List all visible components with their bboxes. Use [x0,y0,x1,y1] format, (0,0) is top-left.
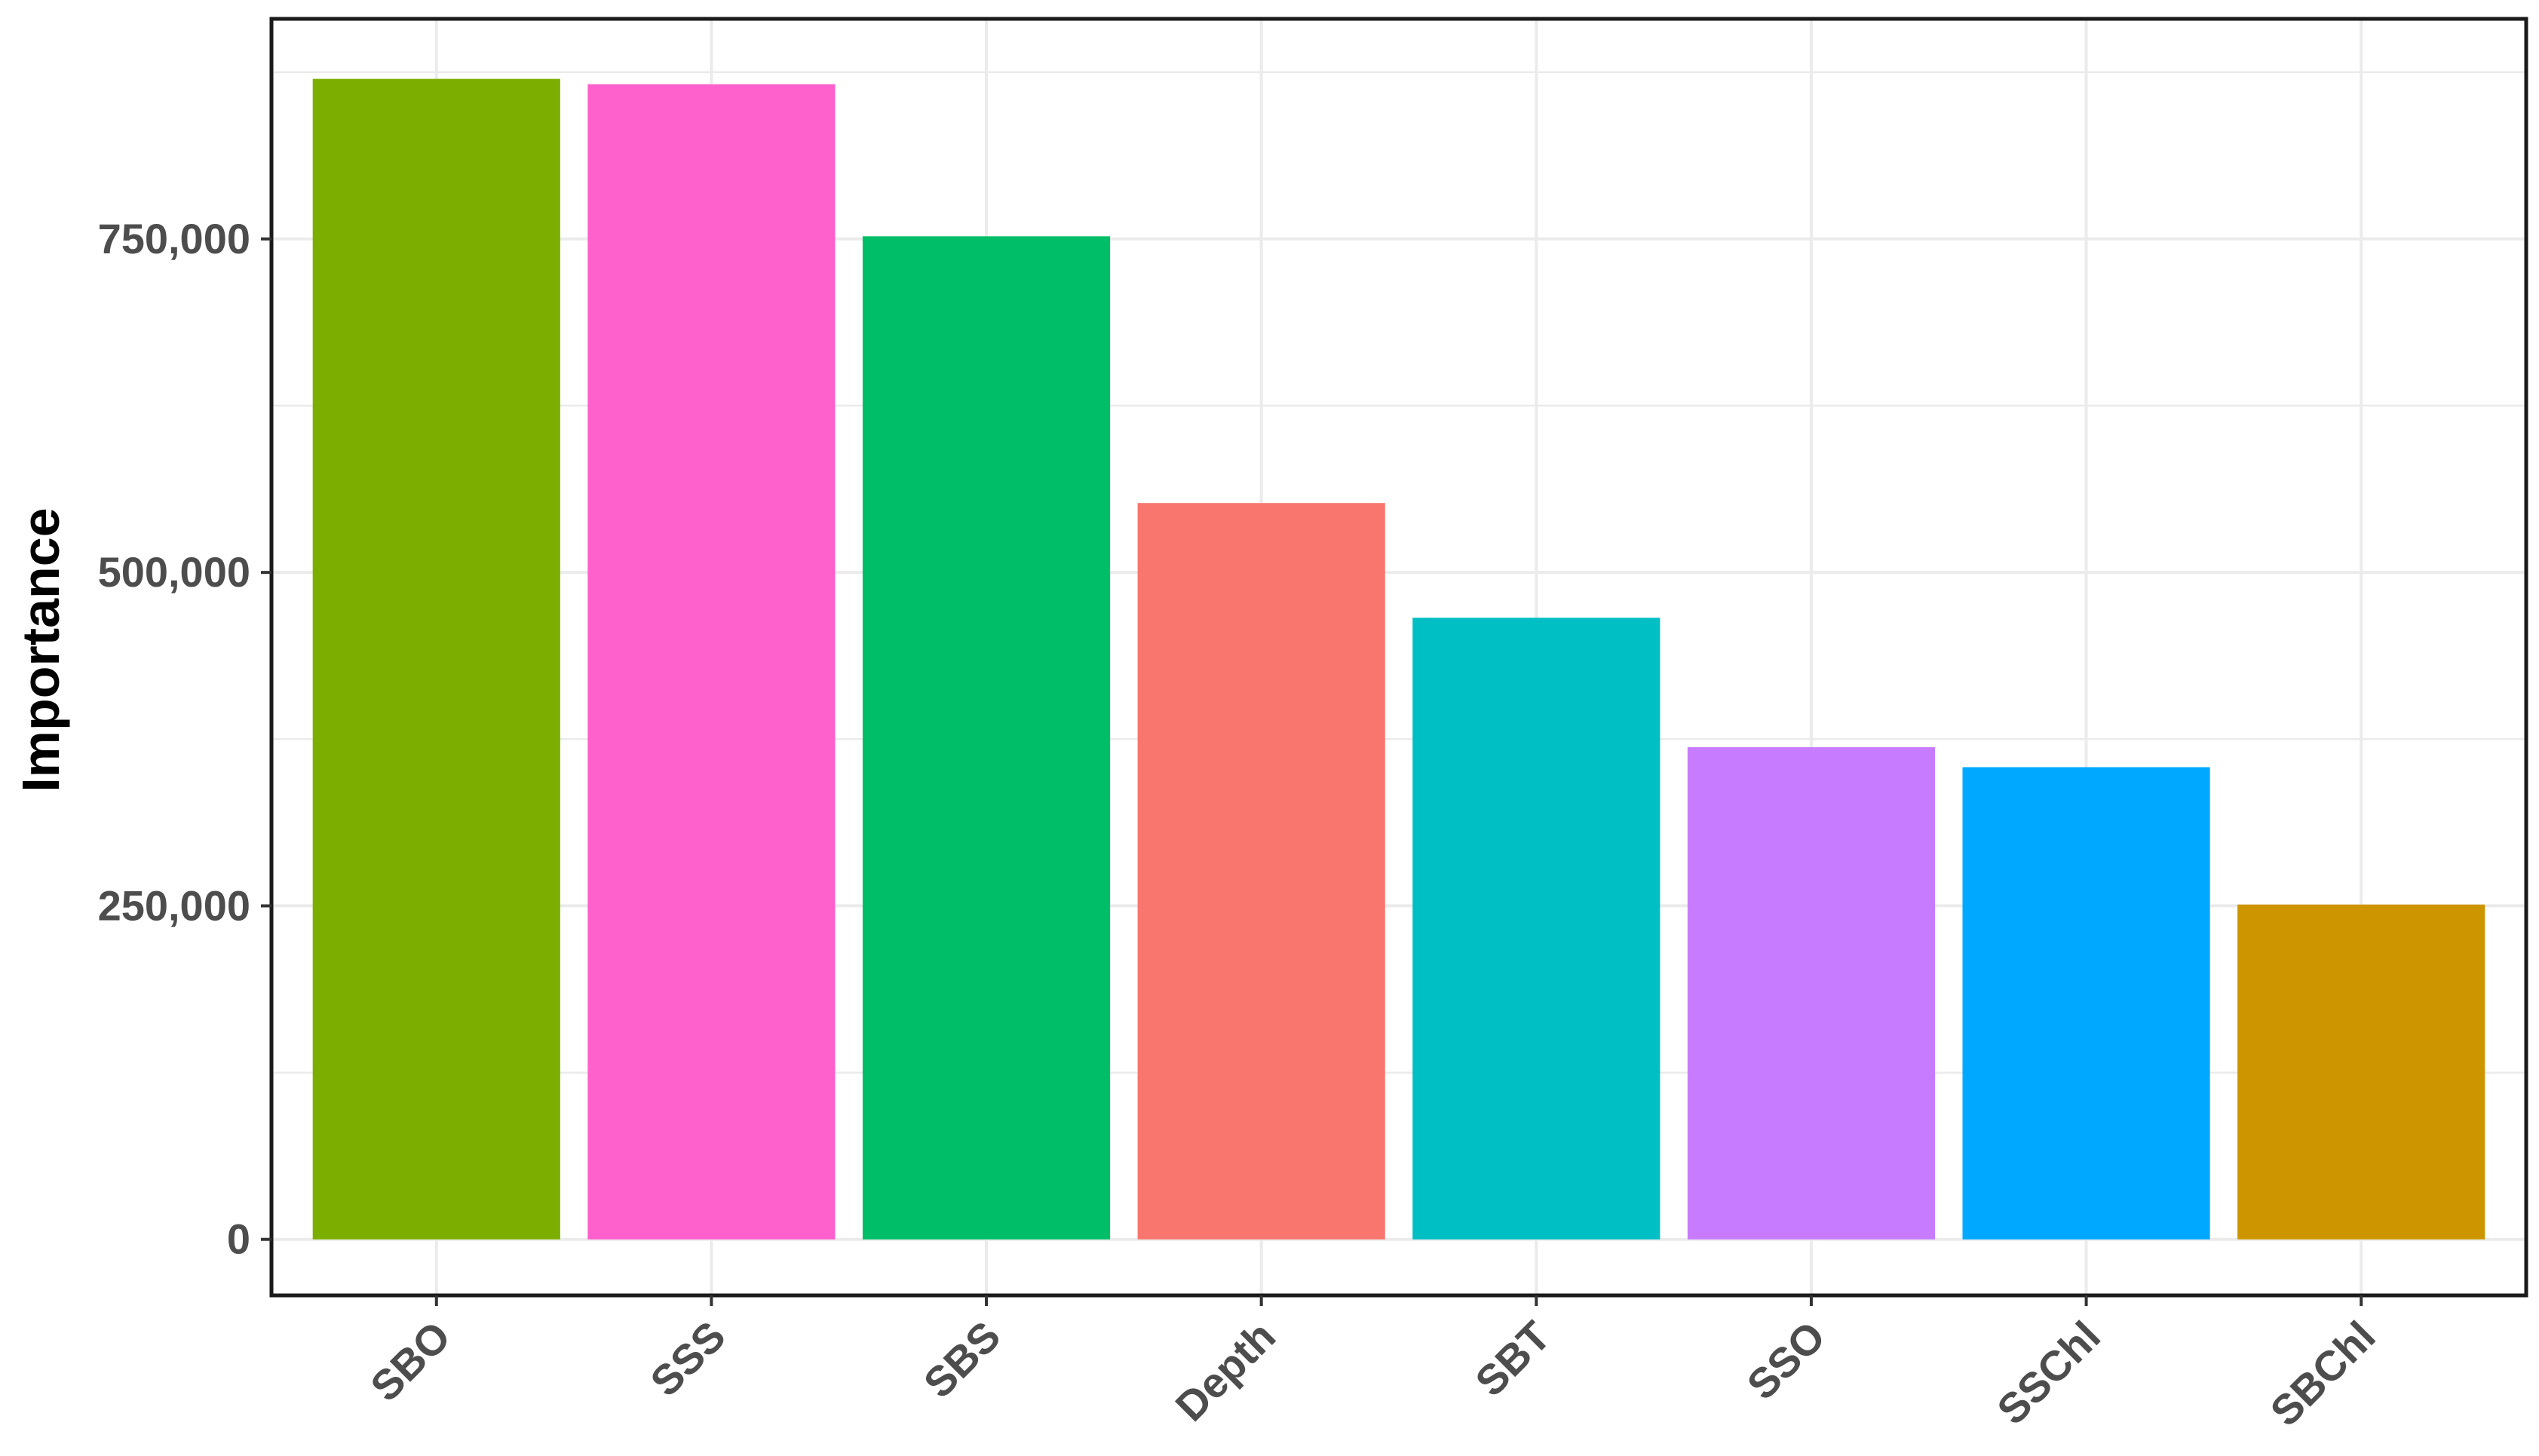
bar-sso [1687,746,1936,1240]
y-tick-label: 250,000 [98,881,250,929]
y-tick-label: 750,000 [98,215,250,262]
bar-depth [1137,503,1385,1240]
bar-sss [587,84,836,1240]
bar-sbo [312,78,560,1240]
bar-sbt [1412,618,1660,1240]
y-axis: 0 250,000 500,000 750,000 [98,215,271,1263]
y-axis-title: Importance [11,507,70,792]
bar-sbchl [2237,904,2485,1240]
plot-panel-border [269,17,2528,1298]
bar-sschl [1962,767,2210,1240]
y-tick-label: 0 [227,1215,250,1263]
bars [312,78,2485,1240]
bar-sbs [862,236,1111,1240]
y-tick-label: 500,000 [98,548,250,596]
